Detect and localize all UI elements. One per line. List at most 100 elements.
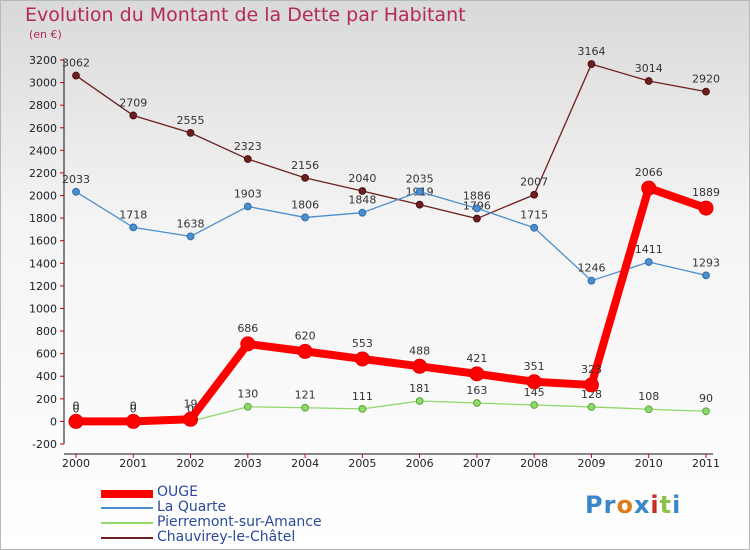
data-label: 421 bbox=[466, 352, 487, 365]
data-point bbox=[415, 200, 424, 209]
data-label: 2555 bbox=[177, 114, 205, 127]
data-label: 1806 bbox=[291, 198, 319, 211]
data-label: 488 bbox=[409, 344, 430, 357]
data-label: 1715 bbox=[520, 209, 548, 222]
legend-swatch-la-quarte bbox=[101, 507, 153, 509]
data-point bbox=[358, 187, 367, 195]
data-point bbox=[186, 128, 195, 137]
data-point bbox=[530, 223, 539, 232]
series-line-3 bbox=[75, 63, 707, 220]
data-point bbox=[644, 405, 653, 414]
data-label: 553 bbox=[352, 337, 373, 350]
legend-swatch-chauvirey bbox=[101, 537, 153, 539]
data-label: 111 bbox=[352, 390, 373, 403]
data-point bbox=[358, 208, 367, 217]
y-tick-label: 400 bbox=[36, 370, 57, 383]
data-point bbox=[583, 377, 599, 393]
data-point bbox=[702, 271, 710, 280]
data-label: 2066 bbox=[635, 166, 663, 179]
data-point bbox=[702, 87, 710, 96]
x-tick-label: 2001 bbox=[119, 457, 147, 470]
data-point bbox=[240, 336, 256, 352]
legend-label-ouge: OUGE bbox=[157, 484, 198, 500]
legend-swatch-ouge bbox=[101, 490, 153, 498]
data-point bbox=[243, 402, 252, 411]
data-label: 3164 bbox=[577, 45, 605, 58]
x-tick-label: 2008 bbox=[520, 457, 548, 470]
y-tick-label: -200 bbox=[32, 438, 57, 451]
data-label: 128 bbox=[581, 388, 602, 401]
data-label: 1886 bbox=[463, 189, 491, 202]
data-label: 2007 bbox=[520, 176, 548, 189]
data-point bbox=[183, 411, 199, 427]
data-label: 3062 bbox=[62, 57, 90, 70]
data-label: 0 bbox=[73, 399, 80, 412]
y-tick-label: 3200 bbox=[29, 54, 57, 67]
data-point bbox=[526, 374, 542, 390]
legend-item-ouge: OUGE bbox=[101, 484, 401, 501]
y-tick-label: 2600 bbox=[29, 122, 57, 135]
data-point bbox=[354, 351, 370, 367]
data-label: 145 bbox=[524, 386, 545, 399]
y-tick-label: 2400 bbox=[29, 144, 57, 157]
legend-item-la-quarte: La Quarte bbox=[101, 499, 401, 516]
data-label: 1718 bbox=[119, 208, 147, 221]
data-label: 2709 bbox=[119, 96, 147, 109]
y-tick-label: 2200 bbox=[29, 167, 57, 180]
data-label: 1638 bbox=[177, 217, 205, 230]
data-label: 2920 bbox=[692, 73, 720, 86]
data-label: 323 bbox=[581, 363, 602, 376]
x-tick-label: 2009 bbox=[577, 457, 605, 470]
data-label: 620 bbox=[295, 329, 316, 342]
x-tick-label: 2007 bbox=[463, 457, 491, 470]
series-line-0 bbox=[76, 184, 708, 426]
data-point bbox=[301, 213, 309, 222]
chart-title: Evolution du Montant de la Dette par Hab… bbox=[25, 4, 466, 26]
data-label: 0 bbox=[187, 402, 194, 415]
legend-item-chauvirey: Chauvirey-le-Châtel bbox=[101, 529, 401, 546]
data-label: 121 bbox=[295, 389, 316, 402]
legend: OUGE La Quarte Pierremont-sur-Amance Cha… bbox=[101, 484, 401, 546]
data-label: 0 bbox=[130, 402, 137, 415]
data-label: 108 bbox=[638, 390, 659, 403]
data-point bbox=[473, 204, 481, 213]
data-point bbox=[644, 77, 653, 85]
data-point bbox=[587, 60, 596, 68]
data-label: 3014 bbox=[635, 62, 663, 75]
y-tick-label: 2000 bbox=[29, 190, 57, 203]
y-tick-label: 1600 bbox=[29, 235, 57, 248]
data-point bbox=[125, 413, 141, 429]
data-label: 2323 bbox=[234, 140, 262, 153]
data-label: 163 bbox=[466, 384, 487, 397]
legend-label-la-quarte: La Quarte bbox=[157, 499, 227, 515]
data-point bbox=[473, 214, 481, 223]
data-label: 0 bbox=[73, 402, 80, 415]
data-point bbox=[358, 404, 367, 413]
data-point bbox=[129, 111, 138, 120]
data-point bbox=[587, 276, 596, 285]
data-point bbox=[243, 155, 252, 163]
data-label: 0 bbox=[130, 399, 137, 412]
data-label: 2035 bbox=[406, 173, 434, 186]
y-tick-label: 2800 bbox=[29, 99, 57, 112]
data-label: 90 bbox=[699, 392, 713, 405]
y-tick-label: 1400 bbox=[29, 257, 57, 270]
data-point bbox=[473, 399, 481, 407]
data-label: 181 bbox=[409, 382, 430, 395]
proxiti-logo: Proxiti bbox=[585, 491, 682, 519]
data-label: 130 bbox=[237, 388, 258, 401]
data-label: 2156 bbox=[291, 159, 319, 172]
data-label: 1848 bbox=[348, 194, 376, 207]
data-label: 351 bbox=[524, 360, 545, 373]
data-point bbox=[530, 401, 539, 409]
y-tick-label: 0 bbox=[50, 415, 57, 428]
legend-label-chauvirey: Chauvirey-le-Châtel bbox=[157, 529, 296, 545]
data-point bbox=[301, 174, 309, 182]
data-point bbox=[415, 397, 424, 405]
y-tick-label: 1200 bbox=[29, 280, 57, 293]
data-label: 19 bbox=[184, 397, 198, 410]
x-tick-label: 2011 bbox=[692, 457, 720, 470]
data-point bbox=[698, 200, 714, 216]
x-tick-label: 2004 bbox=[291, 457, 319, 470]
